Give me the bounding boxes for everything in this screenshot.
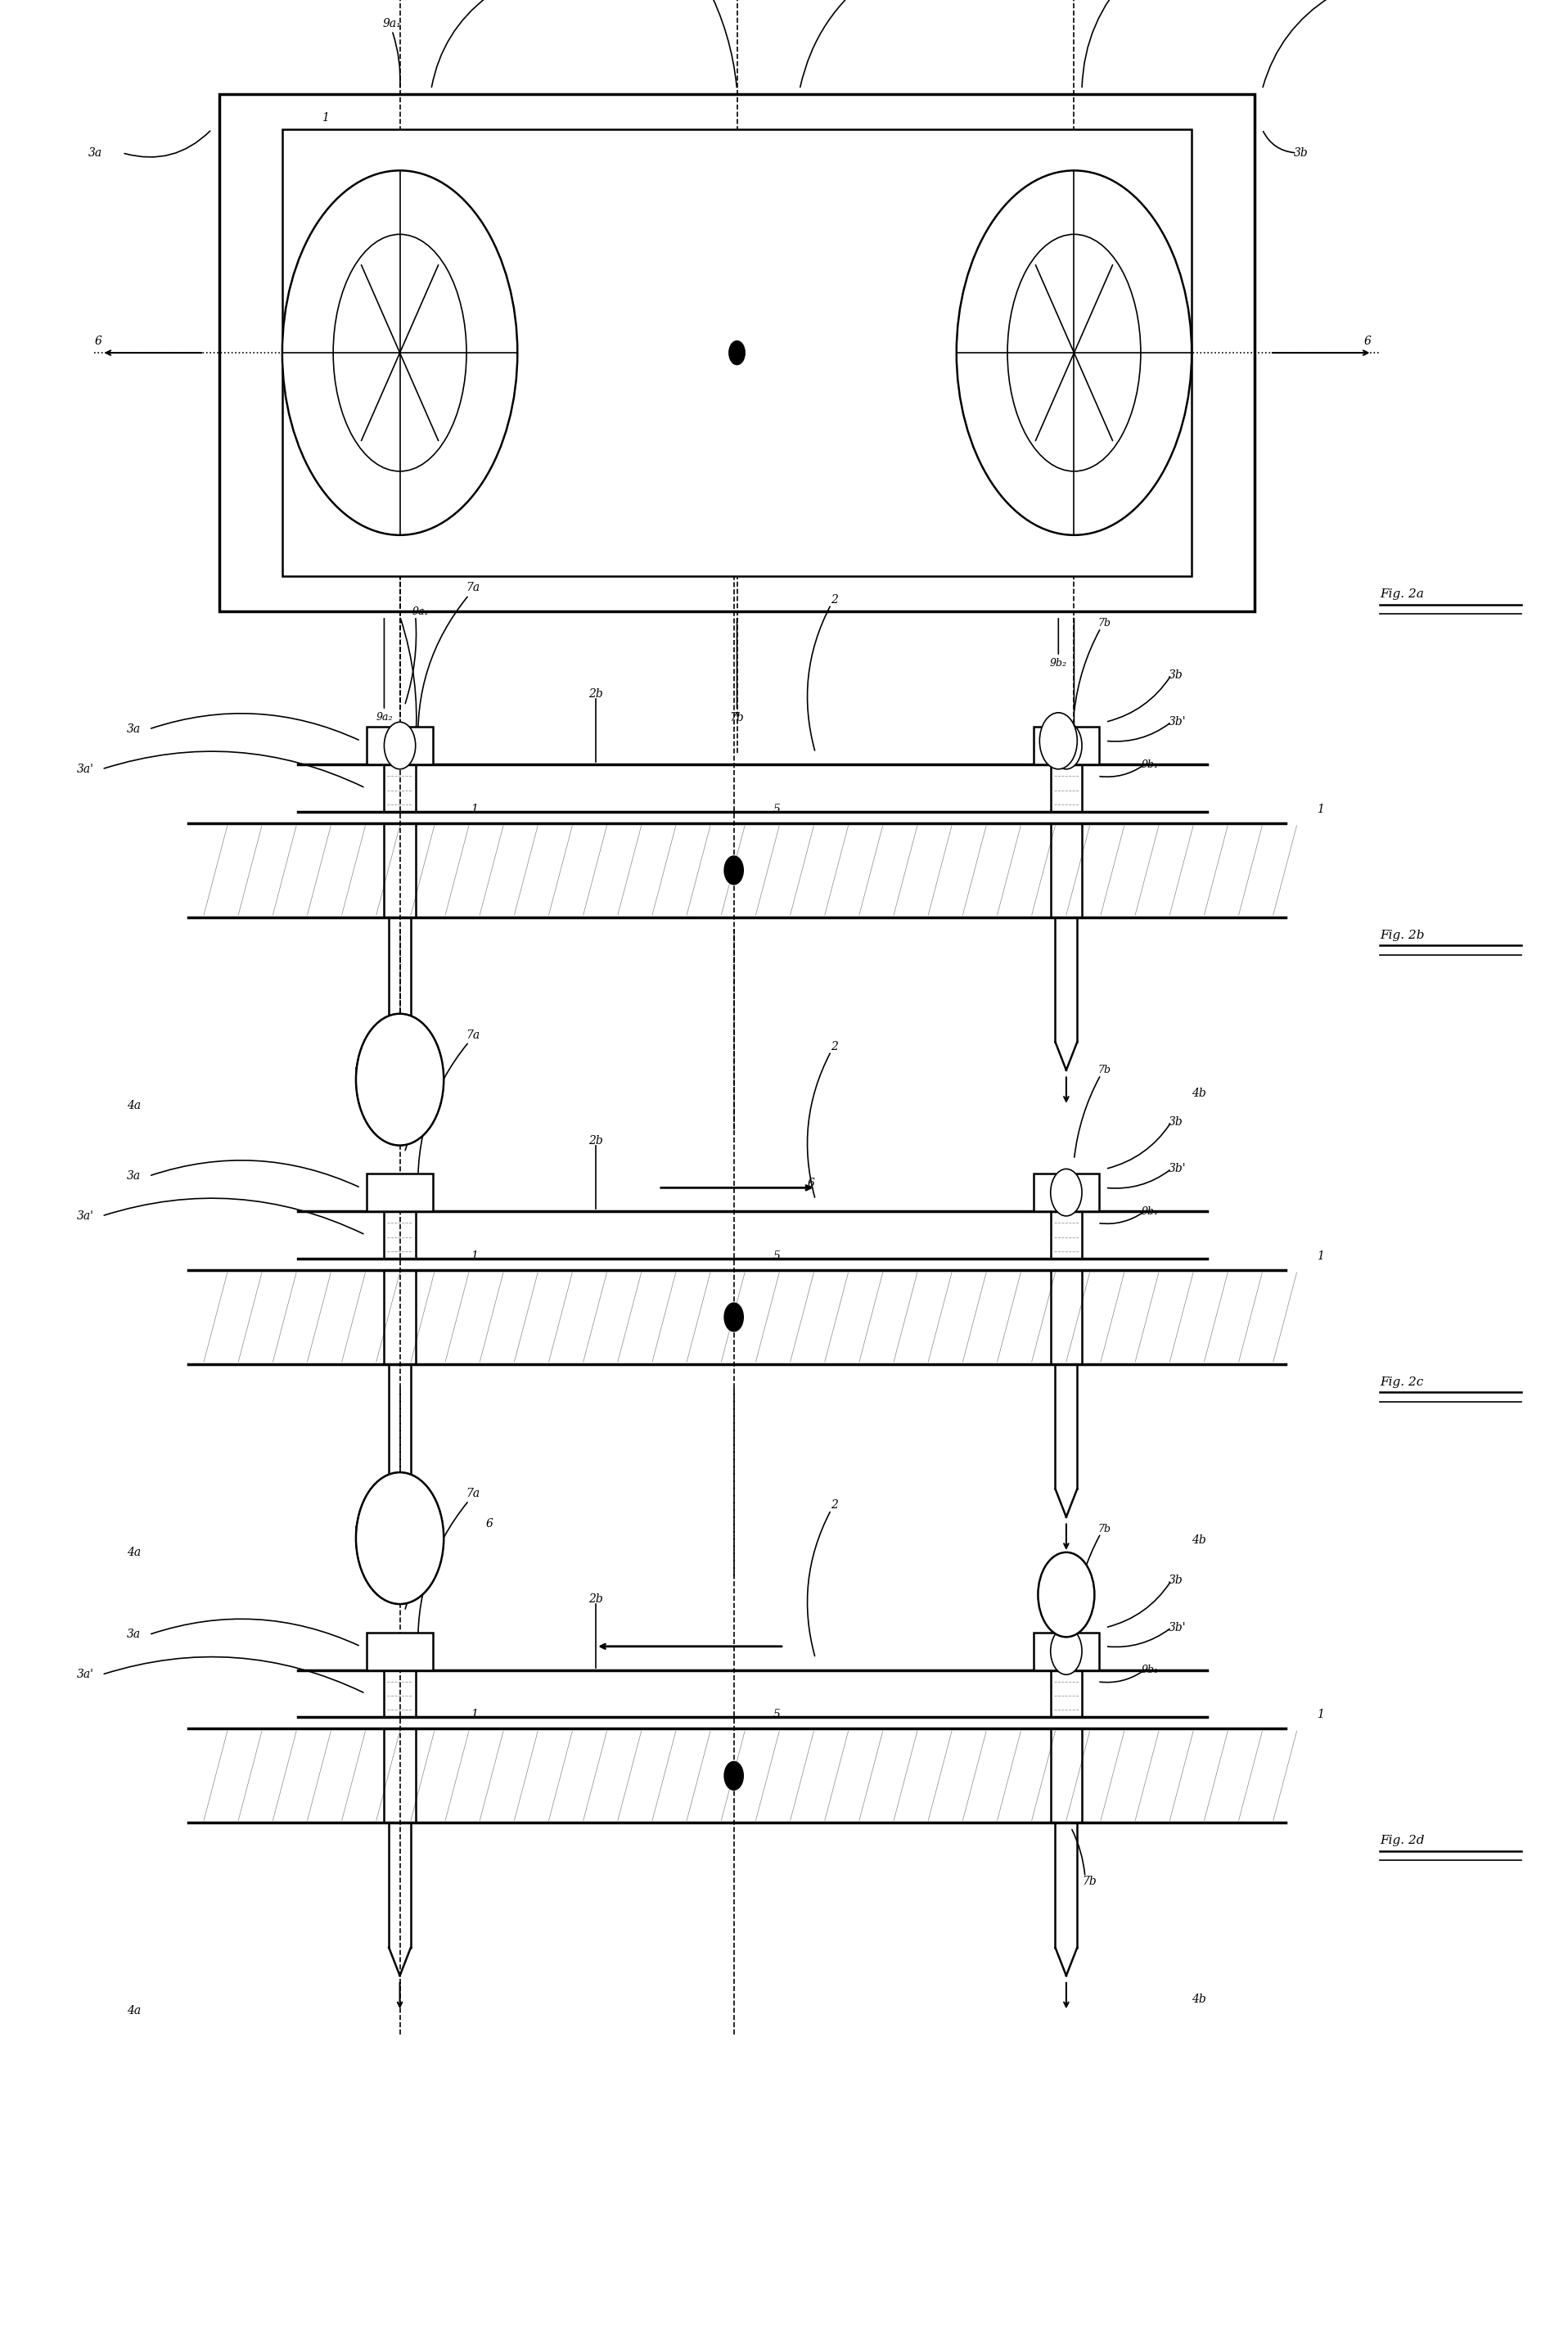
Bar bbox=[1033, 1174, 1099, 1211]
Circle shape bbox=[1051, 722, 1082, 769]
Text: 1: 1 bbox=[470, 1251, 478, 1261]
Text: 3a: 3a bbox=[127, 1171, 141, 1181]
Text: 1: 1 bbox=[321, 113, 329, 122]
Text: 2b: 2b bbox=[588, 1595, 604, 1604]
Text: 4b: 4b bbox=[1192, 1089, 1206, 1098]
Circle shape bbox=[729, 341, 745, 365]
Text: 4a: 4a bbox=[127, 1101, 141, 1110]
Text: 9a₁: 9a₁ bbox=[412, 1512, 430, 1522]
Text: 3a': 3a' bbox=[77, 1211, 94, 1221]
Ellipse shape bbox=[956, 169, 1192, 534]
Text: 2a: 2a bbox=[502, 320, 516, 329]
Bar bbox=[367, 1632, 433, 1670]
Text: Fig. 2b: Fig. 2b bbox=[1380, 929, 1424, 941]
Text: 9a₁: 9a₁ bbox=[383, 19, 401, 28]
Ellipse shape bbox=[1007, 235, 1140, 470]
Text: 3b': 3b' bbox=[1168, 1623, 1185, 1632]
Text: 9b₁: 9b₁ bbox=[1142, 1207, 1159, 1216]
Text: Fig. 2d: Fig. 2d bbox=[1380, 1835, 1424, 1846]
Text: Fig. 2c: Fig. 2c bbox=[1380, 1376, 1424, 1388]
Ellipse shape bbox=[332, 235, 467, 470]
Text: 9b₁: 9b₁ bbox=[1142, 1665, 1159, 1675]
Text: Fig. 2a: Fig. 2a bbox=[1380, 588, 1424, 600]
Text: 6: 6 bbox=[486, 1519, 494, 1529]
Text: 3b': 3b' bbox=[1168, 1164, 1185, 1174]
Text: 3a': 3a' bbox=[77, 764, 94, 774]
Circle shape bbox=[356, 1472, 444, 1604]
Text: 6: 6 bbox=[808, 1178, 815, 1188]
Bar bbox=[367, 1174, 433, 1211]
Text: 2b: 2b bbox=[588, 1136, 604, 1145]
Text: 7a: 7a bbox=[466, 583, 480, 593]
Circle shape bbox=[724, 1762, 743, 1790]
Text: 1: 1 bbox=[470, 804, 478, 814]
Text: 9a₁: 9a₁ bbox=[412, 1054, 430, 1063]
Text: 5: 5 bbox=[773, 1251, 781, 1261]
Text: 6: 6 bbox=[94, 336, 102, 346]
Text: 7b: 7b bbox=[1098, 1065, 1110, 1075]
Text: 2: 2 bbox=[831, 595, 839, 604]
Text: 1: 1 bbox=[1317, 1251, 1325, 1261]
Text: 2: 2 bbox=[831, 1501, 839, 1510]
Text: 2: 2 bbox=[831, 1042, 839, 1051]
Text: 4a: 4a bbox=[127, 1548, 141, 1557]
Text: 9a₁: 9a₁ bbox=[412, 607, 430, 616]
Text: 5: 5 bbox=[773, 1710, 781, 1719]
Bar bbox=[367, 727, 433, 764]
Bar bbox=[1033, 1632, 1099, 1670]
Text: 3b: 3b bbox=[1168, 670, 1182, 680]
Text: 3b: 3b bbox=[1168, 1117, 1182, 1127]
Text: 7b: 7b bbox=[729, 713, 745, 722]
Text: 7a: 7a bbox=[466, 1489, 480, 1498]
Circle shape bbox=[1040, 713, 1077, 769]
Bar bbox=[1033, 727, 1099, 764]
Text: 2b: 2b bbox=[588, 689, 604, 699]
Ellipse shape bbox=[282, 169, 517, 534]
Text: 1: 1 bbox=[1317, 1710, 1325, 1719]
Text: 5: 5 bbox=[773, 804, 781, 814]
Circle shape bbox=[724, 856, 743, 884]
Text: 6: 6 bbox=[1364, 336, 1372, 346]
Text: 3a: 3a bbox=[127, 1630, 141, 1639]
Circle shape bbox=[384, 722, 416, 769]
Text: 1: 1 bbox=[1317, 804, 1325, 814]
Text: 4a: 4a bbox=[409, 748, 422, 757]
Text: 3b': 3b' bbox=[1168, 717, 1185, 727]
Bar bbox=[220, 94, 1254, 612]
Circle shape bbox=[1051, 1628, 1082, 1675]
Circle shape bbox=[1051, 1169, 1082, 1216]
Text: 4b: 4b bbox=[1192, 1536, 1206, 1545]
Text: 7b: 7b bbox=[1098, 1524, 1110, 1534]
Text: 7a: 7a bbox=[466, 1030, 480, 1040]
Text: 9b₁: 9b₁ bbox=[1142, 760, 1159, 769]
Text: 3b: 3b bbox=[1168, 1576, 1182, 1585]
Text: 3a: 3a bbox=[127, 724, 141, 734]
Text: 4b: 4b bbox=[1192, 1994, 1206, 2004]
Text: 4a: 4a bbox=[127, 2006, 141, 2016]
Circle shape bbox=[356, 1014, 444, 1145]
Text: 7b: 7b bbox=[1098, 619, 1110, 628]
Text: 4b: 4b bbox=[1066, 748, 1082, 757]
Text: 1: 1 bbox=[470, 1710, 478, 1719]
Text: 9a₂: 9a₂ bbox=[376, 713, 392, 722]
Circle shape bbox=[1038, 1552, 1094, 1637]
Text: 3a: 3a bbox=[88, 148, 102, 158]
Text: 7b: 7b bbox=[1082, 1877, 1096, 1886]
Bar bbox=[282, 129, 1192, 576]
Text: 3a': 3a' bbox=[77, 1670, 94, 1679]
Text: 9b₂: 9b₂ bbox=[1051, 659, 1066, 668]
Circle shape bbox=[724, 1303, 743, 1331]
Text: 3b: 3b bbox=[1294, 148, 1308, 158]
